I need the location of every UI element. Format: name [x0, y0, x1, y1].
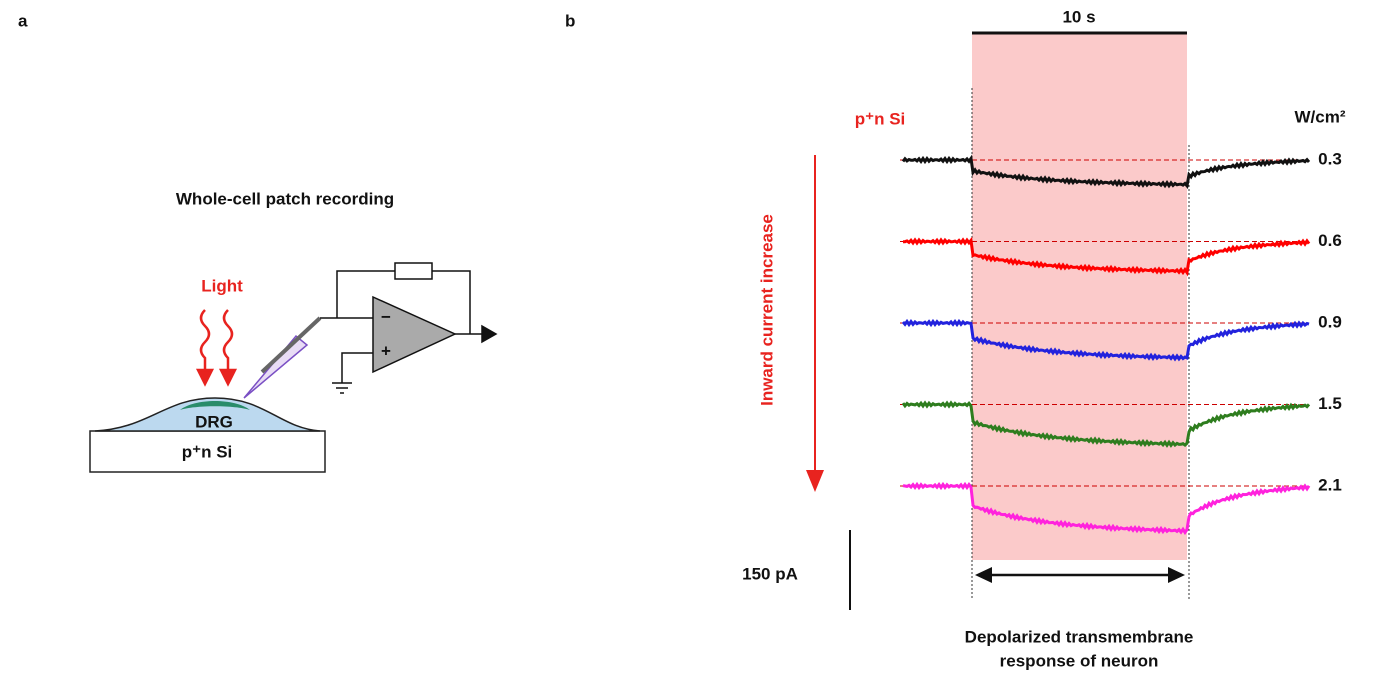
panel-title: Whole-cell patch recording — [176, 189, 394, 208]
duration-arrow — [975, 567, 1185, 583]
minus-sign: − — [381, 307, 391, 326]
cell-label: DRG — [195, 412, 233, 431]
intensity-label: 2.1 — [1318, 475, 1342, 494]
panel-label: b — [565, 11, 575, 30]
traces: 0.3 0.6 0.9 1.5 2.1 — [900, 149, 1342, 536]
scale-label: 150 pA — [742, 564, 798, 583]
cell — [94, 397, 321, 432]
light-period — [972, 33, 1187, 560]
current-trace — [903, 236, 1311, 277]
panel-label: a — [18, 11, 28, 30]
pipette — [243, 316, 322, 399]
cell-cap — [180, 401, 250, 410]
current-trace — [902, 481, 1311, 536]
circuit — [320, 262, 498, 394]
intensity-label: 1.5 — [1318, 394, 1342, 413]
caption: Depolarized transmembrane — [965, 627, 1194, 646]
duration-label: 10 s — [1062, 7, 1095, 26]
caption: response of neuron — [1000, 651, 1159, 670]
current-trace — [901, 154, 1311, 190]
light-label: Light — [201, 276, 243, 295]
arrow-label: Inward current increase — [757, 214, 776, 406]
light-rays — [195, 309, 238, 387]
current-trace — [901, 318, 1310, 362]
intensity-label: 0.6 — [1318, 231, 1342, 250]
substrate — [89, 430, 326, 473]
intensity-label: 0.9 — [1318, 312, 1342, 331]
intensity-label: 0.3 — [1318, 149, 1342, 168]
material-label: p⁺n Si — [855, 109, 906, 128]
inward-arrow — [806, 155, 824, 492]
unit-label: W/cm² — [1295, 107, 1346, 126]
current-trace — [901, 400, 1311, 448]
plus-sign: + — [381, 341, 391, 360]
substrate-label: p⁺n Si — [182, 442, 233, 461]
